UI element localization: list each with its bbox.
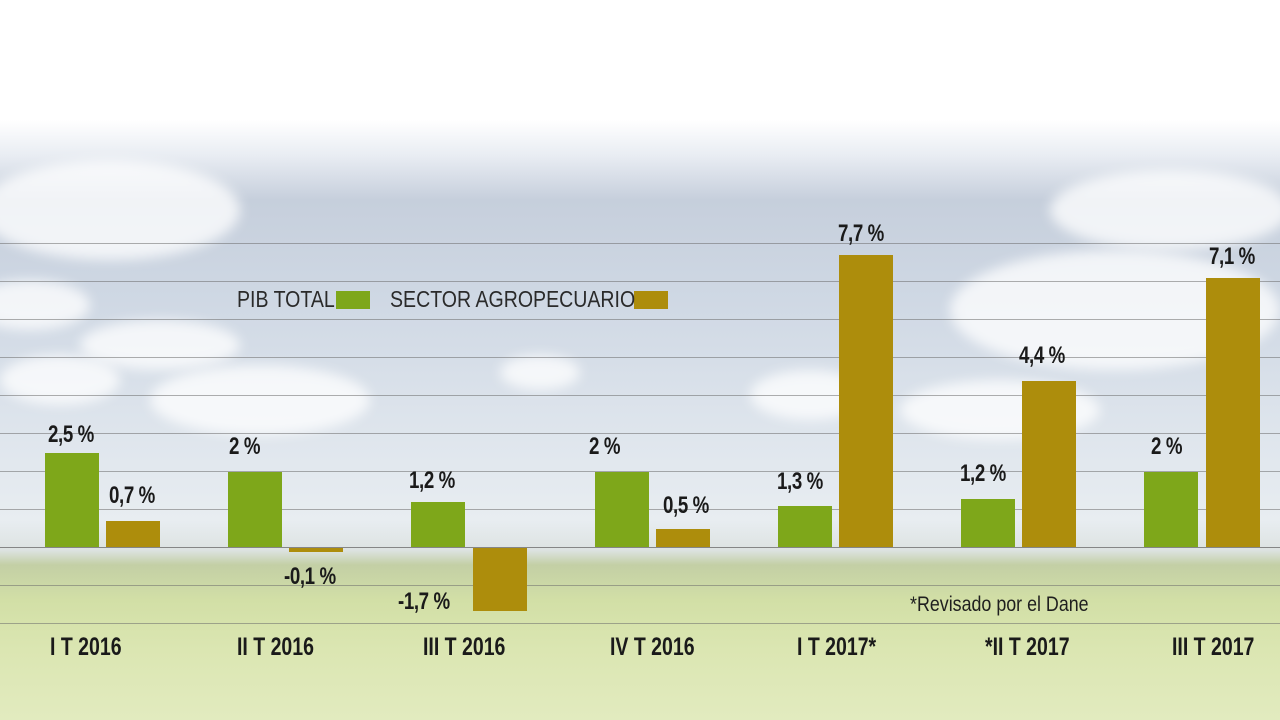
gridline [0, 281, 1280, 282]
gridline [0, 357, 1280, 358]
gridline [0, 433, 1280, 434]
value-label: 1,2 % [960, 460, 1006, 487]
cloud [150, 365, 370, 435]
bar-pib-q2-2016 [228, 472, 282, 547]
value-label: 0,5 % [663, 492, 709, 519]
value-label: 1,2 % [409, 467, 455, 494]
zero-baseline [0, 547, 1280, 548]
bar-pib-q2-2017 [961, 499, 1015, 547]
value-label: 2 % [1151, 433, 1183, 460]
value-label: 2 % [229, 433, 261, 460]
bar-pib-q1-2017 [778, 506, 832, 547]
legend-label-pib: PIB TOTAL [237, 286, 335, 312]
legend-swatch-agro [634, 290, 669, 309]
bar-agro-q1-2016 [106, 521, 160, 547]
value-label: 7,1 % [1209, 243, 1255, 270]
gridline [0, 395, 1280, 396]
gridline [0, 243, 1280, 244]
value-label: 4,4 % [1019, 342, 1065, 369]
legend: PIB TOTAL SECTOR AGROPECUARIO [237, 286, 669, 313]
bar-agro-q1-2017 [839, 255, 893, 547]
bar-pib-q3-2016 [411, 502, 465, 547]
bar-agro-q3-2016 [473, 548, 527, 611]
cloud [500, 355, 580, 390]
bar-pib-q1-2016 [45, 453, 99, 547]
value-label: 1,3 % [777, 468, 823, 495]
gridline [0, 585, 1280, 586]
value-label: -0,1 % [284, 563, 336, 590]
gridline [0, 623, 1280, 624]
cloud [0, 355, 120, 405]
category-label: IV T 2016 [610, 633, 695, 661]
bar-agro-q2-2017 [1022, 381, 1076, 547]
bar-pib-q3-2017 [1144, 472, 1198, 547]
cloud [1050, 170, 1280, 250]
value-label: 2,5 % [48, 421, 94, 448]
category-label: I T 2017* [797, 633, 877, 661]
bar-agro-q4-2016 [656, 529, 710, 547]
cloud [80, 320, 240, 370]
legend-label-agro: SECTOR AGROPECUARIO [390, 286, 636, 312]
footnote: *Revisado por el Dane [910, 593, 1089, 616]
gridline [0, 319, 1280, 320]
category-label: II T 2016 [237, 633, 314, 661]
value-label: 2 % [589, 433, 621, 460]
value-label: 0,7 % [109, 482, 155, 509]
value-label: 7,7 % [838, 220, 884, 247]
bar-agro-q2-2016 [289, 548, 343, 552]
gridline [0, 471, 1280, 472]
category-label: *II T 2017 [985, 633, 1070, 661]
bar-pib-q4-2016 [595, 472, 649, 547]
category-label: III T 2017 [1172, 633, 1255, 661]
bar-agro-q3-2017 [1206, 278, 1260, 547]
category-label: III T 2016 [423, 633, 506, 661]
value-label: -1,7 % [398, 588, 450, 615]
category-label: I T 2016 [50, 633, 122, 661]
legend-swatch-pib [336, 290, 371, 309]
